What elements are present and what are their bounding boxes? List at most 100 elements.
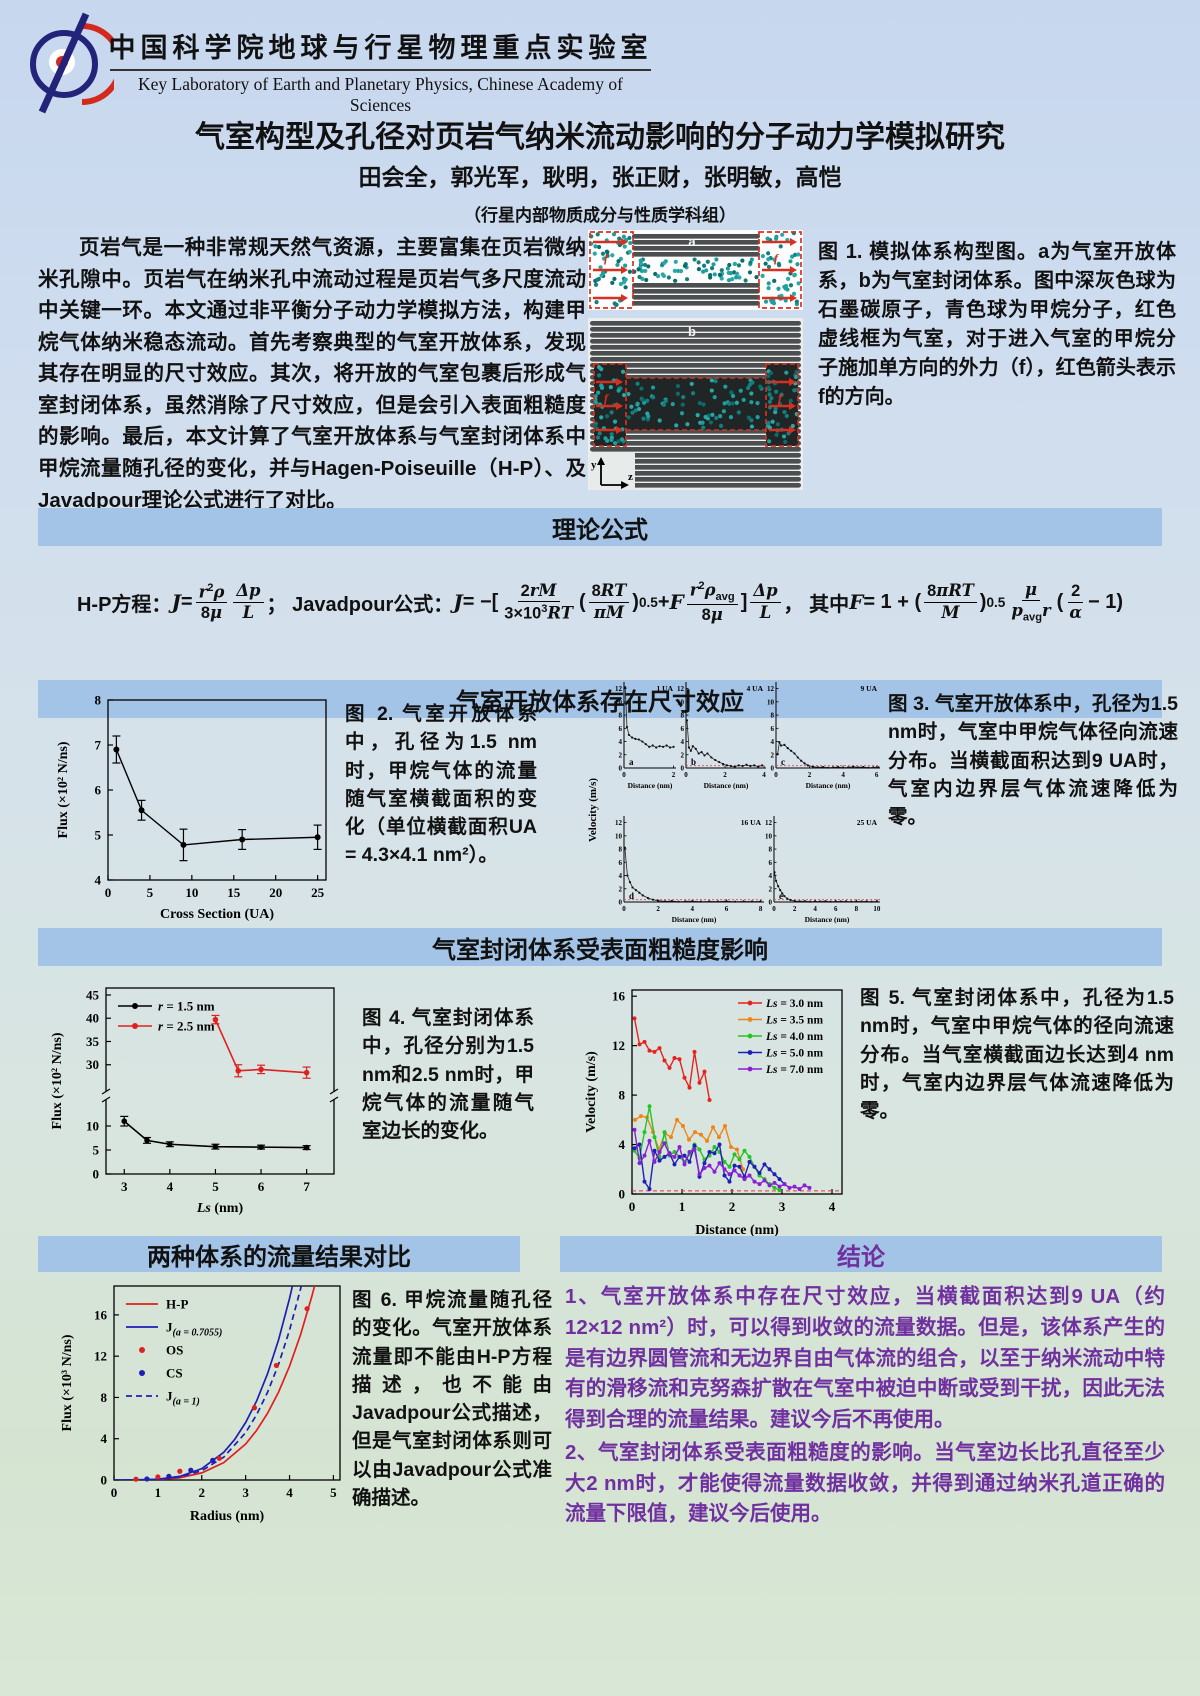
svg-text:8: 8 bbox=[769, 846, 773, 854]
poster-title: 气室构型及孔径对页岩气纳米流动影响的分子动力学模拟研究 bbox=[195, 121, 1005, 154]
svg-text:1 UA: 1 UA bbox=[657, 684, 674, 693]
svg-text:Distance (nm): Distance (nm) bbox=[672, 915, 717, 924]
svg-text:z: z bbox=[628, 471, 633, 483]
conclusion-item-2: 2、气室封闭体系受表面粗糙度的影响。当气室边长比孔直径至少大2 nm时，才能使得… bbox=[565, 1440, 1165, 1526]
svg-text:Ls = 5.0 nm: Ls = 5.0 nm bbox=[765, 1048, 823, 1060]
svg-text:0: 0 bbox=[111, 1485, 118, 1500]
svg-text:3: 3 bbox=[121, 1179, 128, 1194]
svg-text:30: 30 bbox=[86, 1057, 99, 1072]
figure5-caption: 图 5. 气室封闭体系中，孔径为1.5 nm时，气室中甲烷气体的径向流速分布。当… bbox=[860, 987, 1174, 1123]
figure6-caption: 图 6. 甲烷流量随孔径的变化。气室开放体系流量即不能由H-P方程描述，也不能由… bbox=[352, 1289, 552, 1509]
svg-text:f: f bbox=[604, 391, 609, 405]
svg-text:H-P: H-P bbox=[166, 1297, 188, 1312]
svg-text:8: 8 bbox=[101, 1390, 108, 1405]
svg-text:a: a bbox=[688, 234, 696, 249]
svg-text:Flux (×10² N/ns): Flux (×10² N/ns) bbox=[56, 741, 71, 838]
svg-text:2: 2 bbox=[771, 751, 775, 759]
svg-text:1: 1 bbox=[679, 1199, 686, 1214]
svg-text:12: 12 bbox=[94, 1349, 107, 1364]
svg-text:0: 0 bbox=[619, 899, 623, 907]
svg-text:10: 10 bbox=[615, 698, 623, 706]
section-header-closed-system: 气室封闭体系受表面粗糙度影响 bbox=[38, 928, 1162, 966]
svg-text:2: 2 bbox=[769, 885, 773, 893]
svg-text:16 UA: 16 UA bbox=[741, 818, 762, 827]
svg-text:d: d bbox=[629, 891, 634, 901]
svg-text:Distance (nm): Distance (nm) bbox=[704, 781, 749, 790]
cas-logo-graphic bbox=[30, 12, 114, 114]
svg-text:0: 0 bbox=[101, 1473, 108, 1488]
svg-text:0: 0 bbox=[681, 765, 685, 773]
svg-text:Distance (nm): Distance (nm) bbox=[695, 1223, 779, 1238]
figure6-chart: 0 4 8 12 16 0 1 2 3 4 5 Radius (nm) Flux (×10³ N/ns)… bbox=[56, 1276, 350, 1546]
svg-text:20: 20 bbox=[269, 885, 282, 900]
svg-text:4: 4 bbox=[841, 771, 845, 779]
svg-text:2: 2 bbox=[729, 1199, 736, 1214]
svg-text:8: 8 bbox=[619, 846, 623, 854]
section-header-theory: 理论公式 bbox=[38, 508, 1162, 546]
svg-text:y: y bbox=[591, 459, 597, 471]
figure1-simulation-graphic: f f a f f b y z bbox=[588, 230, 803, 490]
svg-text:35: 35 bbox=[86, 1034, 100, 1049]
svg-text:2: 2 bbox=[723, 771, 727, 779]
svg-text:0: 0 bbox=[622, 905, 626, 913]
svg-text:15: 15 bbox=[227, 885, 241, 900]
svg-text:2: 2 bbox=[619, 751, 623, 759]
svg-text:25 UA: 25 UA bbox=[857, 818, 878, 827]
svg-text:4: 4 bbox=[813, 905, 817, 913]
svg-text:2: 2 bbox=[619, 885, 623, 893]
conclusions-text: 1、气室开放体系中存在尺寸效应，当横截面积达到9 UA（约12×12 nm²）时… bbox=[565, 1282, 1165, 1532]
svg-text:e: e bbox=[779, 891, 783, 901]
svg-text:12: 12 bbox=[612, 1038, 625, 1053]
svg-text:f: f bbox=[778, 391, 783, 405]
svg-text:12: 12 bbox=[615, 685, 623, 693]
svg-text:0: 0 bbox=[629, 1199, 636, 1214]
figure2-flux-chart: 4 5 6 7 8 0 5 10 15 20 25 Cross Section (UA) Flux (×… bbox=[56, 693, 327, 922]
svg-text:6: 6 bbox=[619, 859, 623, 867]
svg-text:Ls = 3.5 nm: Ls = 3.5 nm bbox=[765, 1015, 823, 1027]
svg-text:0: 0 bbox=[772, 905, 776, 913]
svg-text:6: 6 bbox=[771, 725, 775, 733]
svg-text:7: 7 bbox=[303, 1179, 310, 1194]
svg-text:10: 10 bbox=[86, 1119, 99, 1134]
svg-text:8: 8 bbox=[759, 905, 763, 913]
svg-text:2: 2 bbox=[681, 751, 685, 759]
svg-text:0: 0 bbox=[622, 771, 626, 779]
lab-name-en: Key Laboratory of Earth and Planetary Ph… bbox=[137, 74, 623, 115]
svg-text:40: 40 bbox=[86, 1011, 99, 1026]
authors: 田会全，郭光军，耿明，张正财，张明敏，高恺 bbox=[358, 164, 842, 190]
svg-text:9 UA: 9 UA bbox=[861, 684, 878, 693]
svg-text:Ls = 7.0 nm: Ls = 7.0 nm bbox=[765, 1064, 823, 1076]
svg-text:2: 2 bbox=[808, 771, 812, 779]
section-header-conclusion: 结论 bbox=[560, 1236, 1162, 1272]
svg-text:10: 10 bbox=[873, 905, 881, 913]
header-text-block: 中国科学院地球与行星物理重点实验室 Key Laboratory of Eart… bbox=[108, 26, 653, 116]
svg-text:0: 0 bbox=[771, 765, 775, 773]
svg-text:2: 2 bbox=[656, 905, 660, 913]
svg-text:Radius (nm): Radius (nm) bbox=[190, 1509, 265, 1524]
svg-text:12: 12 bbox=[615, 819, 623, 827]
svg-text:16: 16 bbox=[612, 989, 626, 1004]
lab-name-cn: 中国科学院地球与行星物理重点实验室 bbox=[108, 33, 653, 63]
svg-text:r = 2.5 nm: r = 2.5 nm bbox=[158, 1019, 215, 1034]
svg-text:6: 6 bbox=[95, 783, 102, 798]
svg-text:4: 4 bbox=[619, 738, 623, 746]
svg-text:0: 0 bbox=[619, 765, 623, 773]
svg-text:0: 0 bbox=[684, 771, 688, 779]
svg-text:0: 0 bbox=[105, 885, 112, 900]
svg-text:10: 10 bbox=[185, 885, 198, 900]
theory-formulas: H-P方程： J = r2ρ 8μ Δp L； Javadpour公式： J = −[… bbox=[76, 579, 1123, 624]
svg-text:6: 6 bbox=[681, 725, 685, 733]
svg-text:16: 16 bbox=[94, 1307, 108, 1322]
svg-text:J(a = 1): J(a = 1) bbox=[166, 1389, 200, 1408]
cas-logo bbox=[22, 12, 114, 114]
svg-text:OS: OS bbox=[166, 1343, 183, 1358]
svg-text:Flux (×10² N/ns): Flux (×10² N/ns) bbox=[50, 1032, 65, 1129]
figure2-chart: 4 5 6 7 8 0 5 10 15 20 25 Cross Section (UA) Flux (×… bbox=[52, 690, 334, 934]
svg-text:12: 12 bbox=[767, 685, 775, 693]
svg-text:Distance (nm): Distance (nm) bbox=[805, 915, 850, 924]
svg-text:5: 5 bbox=[330, 1485, 337, 1500]
section-header-open-system: 气室开放体系存在尺寸效应 bbox=[38, 680, 1162, 718]
svg-text:4: 4 bbox=[101, 1431, 108, 1446]
svg-text:10: 10 bbox=[765, 832, 773, 840]
svg-text:b: b bbox=[691, 757, 696, 767]
